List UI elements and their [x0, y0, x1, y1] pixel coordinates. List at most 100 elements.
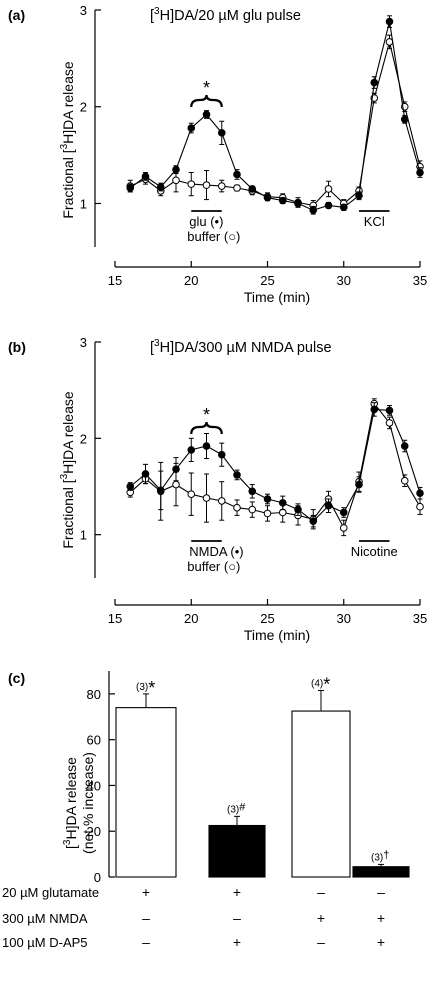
condition-sign: – [142, 910, 150, 926]
significance-marker: * [203, 405, 210, 425]
data-point-filled [141, 470, 150, 478]
condition-sign: + [317, 910, 325, 926]
data-point-filled [233, 471, 241, 479]
data-point-filled [385, 406, 394, 415]
ylabel-part: H]DA release [63, 757, 79, 840]
data-point-filled [263, 495, 272, 503]
data-point-filled [263, 193, 272, 202]
ylabel-part: Fractional [ [60, 479, 76, 548]
data-point-filled [187, 446, 196, 454]
data-point-filled [248, 487, 257, 496]
stimulus-label: KCl [364, 214, 385, 229]
data-point-filled [370, 78, 379, 87]
condition-sign: + [233, 884, 241, 900]
stimulus-label: buffer (○) [187, 559, 240, 574]
condition-sign: + [377, 910, 385, 926]
title-part: [ [150, 340, 154, 356]
x-tick-label: 30 [337, 273, 351, 288]
data-point-open [172, 480, 180, 489]
significance-mark: # [239, 801, 246, 813]
axes: 0 20 40 60 80 [87, 671, 115, 885]
data-point-filled [217, 450, 226, 459]
data-point-filled [202, 110, 211, 119]
chart-title: [3H]DA/20 µM glu pulse [150, 6, 301, 24]
y-tick-label: 0 [94, 870, 101, 885]
data-point-open [400, 476, 409, 485]
x-tick-label: 15 [108, 611, 122, 626]
ylabel-superscript: 3 [59, 143, 70, 149]
y-tick-label: 20 [87, 824, 101, 839]
ylabel-superscript: 3 [59, 473, 70, 479]
data-point-filled [233, 170, 241, 179]
data-point-open [217, 182, 226, 190]
bar [208, 824, 266, 878]
series-line-filled [129, 21, 421, 211]
data-point-open [263, 509, 272, 518]
data-point-filled [126, 482, 135, 491]
data-point-filled [370, 405, 379, 414]
stimulus-label: Nicotine [351, 544, 398, 559]
panel-label: (b) [8, 339, 26, 355]
annotations: * glu (•)buffer (○) KCl [187, 78, 390, 244]
data-point-filled [187, 124, 196, 132]
bar [352, 866, 410, 878]
data-point-filled [202, 442, 211, 450]
condition-sign: – [377, 884, 385, 900]
x-axis-label: Time (min) [244, 627, 310, 643]
data-point-filled [339, 203, 348, 212]
data-point-open [217, 497, 226, 505]
ylabel-part: H]DA release [60, 61, 76, 144]
data-point-filled [324, 201, 333, 210]
y-axis-label: [3H]DA release [62, 757, 79, 849]
data-point-filled [248, 185, 257, 193]
x-tick-label: 15 [108, 273, 122, 288]
condition-label: 300 µM NMDA [2, 911, 88, 926]
data-point-filled [416, 489, 424, 498]
x-tick-label: 20 [184, 273, 198, 288]
annotations: * NMDA (•)buffer (○) Nicotine [187, 405, 397, 574]
n-label: (4)* [311, 674, 330, 694]
data-point-open [233, 184, 241, 192]
condition-sign: – [317, 884, 325, 900]
ylabel-part: Fractional [ [60, 149, 76, 218]
panel-label: (c) [8, 670, 25, 686]
data-point-filled [172, 465, 180, 473]
y-axis-label: Fractional [3H]DA release [59, 61, 76, 219]
y-axis-label: Fractional [3H]DA release [59, 391, 76, 549]
data-point-filled [324, 501, 333, 510]
data-point-filled [156, 183, 165, 191]
data-point-filled [156, 486, 165, 495]
data-point-filled [355, 191, 363, 200]
condition-sign: – [142, 934, 150, 950]
panel-c: (c) [3H]DA release (net % increase) 0 20 4… [2, 670, 410, 950]
data-point-filled [141, 172, 150, 181]
title-superscript: 3 [154, 6, 160, 17]
n-label: (3)# [227, 801, 246, 815]
condition-sign: + [377, 934, 385, 950]
y-tick-label: 40 [87, 778, 101, 793]
axes: 1 2 3 15 20 25 30 35 [80, 335, 427, 626]
condition-label: 20 µM glutamate [2, 885, 99, 900]
series-line-filled [129, 408, 421, 522]
n-count: (3) [136, 682, 148, 693]
data-point-filled [309, 517, 318, 525]
condition-label: 100 µM D-AP5 [2, 935, 88, 950]
data-point-filled [309, 206, 318, 215]
data-marks [126, 15, 424, 215]
data-point-open [172, 176, 180, 185]
ylabel-part: H]DA release [60, 391, 76, 474]
data-point-filled [217, 129, 226, 137]
data-point-filled [172, 165, 180, 174]
data-marks [126, 398, 424, 537]
significance-mark: * [148, 678, 155, 698]
significance-brace [190, 421, 223, 435]
y-tick-label: 3 [80, 3, 87, 18]
significance-marker: * [203, 78, 210, 98]
title-part: H]DA/300 µM NMDA pulse [160, 340, 332, 356]
data-point-open [324, 185, 333, 193]
x-tick-label: 35 [413, 611, 427, 626]
data-point-filled [400, 442, 409, 450]
condition-table: 20 µM glutamate + + – – 300 µM NMDA – – + +100 µM… [2, 884, 385, 950]
x-tick-label: 25 [260, 273, 274, 288]
